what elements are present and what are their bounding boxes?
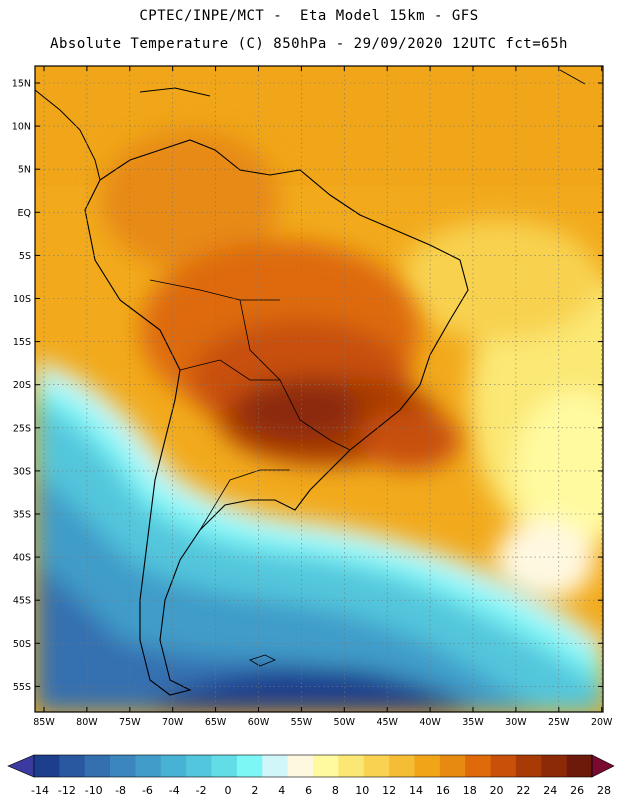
colorbar-label: 12	[382, 784, 396, 797]
colorbar-label: 14	[409, 784, 423, 797]
colorbar-swatch	[84, 755, 111, 777]
colorbar-label: 4	[278, 784, 285, 797]
lon-label: 60W	[248, 717, 270, 728]
colorbar-under-arrow	[7, 754, 35, 778]
lon-label: 65W	[205, 717, 227, 728]
lat-label: 5N	[18, 165, 31, 176]
colorbar-label: -12	[58, 784, 76, 797]
lat-label: 50S	[13, 639, 31, 650]
lat-label: EQ	[18, 208, 31, 219]
colorbar-swatch	[211, 755, 238, 777]
colorbar-swatch	[389, 755, 415, 777]
lon-label: 70W	[162, 717, 184, 728]
colorbar-swatch	[414, 755, 441, 777]
lat-label: 40S	[13, 553, 31, 564]
colorbar: -14 -12 -10 -8 -6 -4 -2 0 2 4 6 8 10 12 14 16 18 20 22 24 26…	[7, 754, 615, 797]
colorbar-label: 0	[225, 784, 232, 797]
colorbar-label: 16	[436, 784, 450, 797]
lat-label: 15N	[12, 79, 31, 90]
colorbar-label: 26	[570, 784, 584, 797]
lon-label: 25W	[548, 717, 570, 728]
lat-label: 30S	[13, 466, 31, 477]
colorbar-label: 22	[516, 784, 530, 797]
colorbar-label: -6	[142, 784, 153, 797]
falkland-islands	[249, 654, 276, 667]
colorbar-swatch	[236, 755, 263, 777]
lat-label: 10S	[13, 294, 31, 305]
colorbar-frame	[33, 754, 593, 778]
axis-ticks: 15N 10N 5N EQ 5S 10S 15S 20S 25S 30S 35S 40S 45S 50S 5…	[12, 66, 613, 728]
map-frame	[34, 65, 604, 713]
colorbar-label: 2	[251, 784, 258, 797]
lat-label: 10N	[12, 122, 31, 133]
lon-label: 80W	[76, 717, 98, 728]
lat-label: 35S	[13, 510, 31, 521]
lat-label: 25S	[13, 423, 31, 434]
colorbar-swatch	[186, 755, 212, 777]
lat-label: 55S	[13, 682, 31, 693]
lon-label: 55W	[291, 717, 313, 728]
temperature-field	[35, 66, 603, 712]
colorbar-swatch	[110, 755, 136, 777]
colorbar-swatch	[313, 755, 339, 777]
lat-label: 5S	[19, 251, 31, 262]
colorbar-label: 20	[490, 784, 504, 797]
colorbar-label: -4	[169, 784, 180, 797]
colorbar-swatch	[34, 755, 60, 777]
colorbar-label: -8	[115, 784, 126, 797]
title-line-2: Absolute Temperature (C) 850hPa - 29/09/…	[50, 36, 568, 52]
colorbar-label: 24	[543, 784, 557, 797]
colorbar-label: 28	[597, 784, 611, 797]
lat-label: 15S	[13, 337, 31, 348]
lat-label: 45S	[13, 596, 31, 607]
colorbar-swatch	[160, 755, 187, 777]
colorbar-swatch	[566, 755, 593, 777]
south-america-outline	[84, 139, 469, 696]
lon-label: 35W	[462, 717, 484, 728]
colorbar-label: 8	[332, 784, 339, 797]
colorbar-label: -10	[85, 784, 103, 797]
colorbar-swatch	[515, 755, 542, 777]
colorbar-label: 10	[355, 784, 369, 797]
lon-label: 40W	[419, 717, 441, 728]
colorbar-swatch	[541, 755, 567, 777]
caribbean-outline	[139, 69, 586, 97]
central-america-outline	[35, 89, 101, 181]
country-borders	[149, 279, 351, 531]
colorbar-label: -14	[31, 784, 49, 797]
colorbar-swatch	[287, 755, 314, 777]
grid-lines	[35, 66, 603, 712]
colorbar-swatch	[363, 755, 390, 777]
colorbar-swatch	[262, 755, 288, 777]
lon-label: 50W	[334, 717, 356, 728]
lon-label: 45W	[376, 717, 398, 728]
lon-label: 30W	[505, 717, 527, 728]
title-line-1: CPTEC/INPE/MCT - Eta Model 15km - GFS	[139, 8, 479, 24]
lon-label: 75W	[119, 717, 141, 728]
colorbar-over-arrow	[591, 754, 615, 778]
colorbar-swatch	[338, 755, 365, 777]
lon-label: 85W	[33, 717, 55, 728]
lon-label: 20W	[591, 717, 613, 728]
colorbar-swatch	[135, 755, 162, 777]
colorbar-swatch	[439, 755, 466, 777]
colorbar-label: 18	[463, 784, 477, 797]
colorbar-swatch	[465, 755, 491, 777]
colorbar-swatch	[490, 755, 517, 777]
colorbar-label: 6	[305, 784, 312, 797]
lat-label: 20S	[13, 380, 31, 391]
colorbar-swatch	[59, 755, 86, 777]
colorbar-label: -2	[196, 784, 207, 797]
